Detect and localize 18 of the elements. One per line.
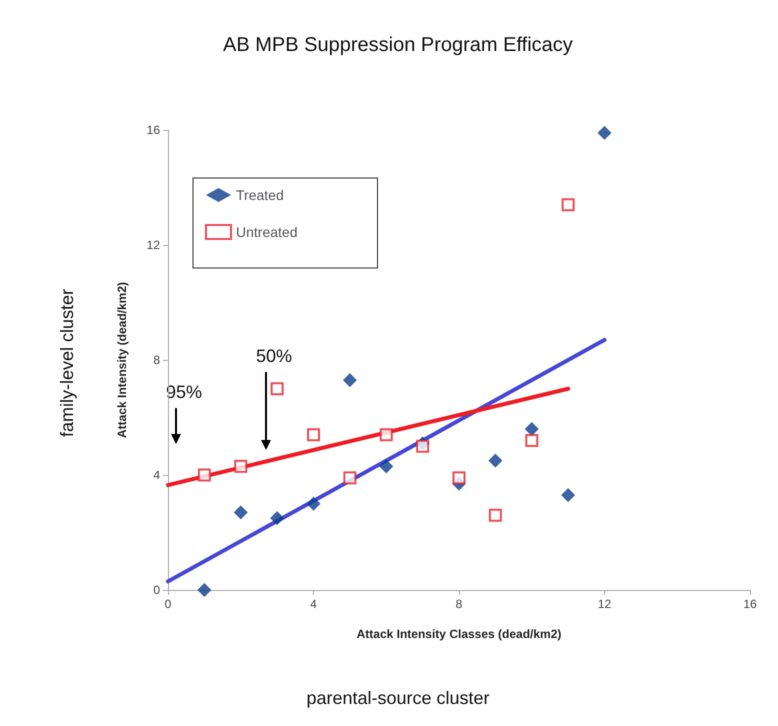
- x-tick-label: 4: [310, 597, 318, 611]
- x-axis-title: Attack Intensity Classes (dead/km2): [356, 627, 562, 641]
- legend-label: Untreated: [236, 224, 298, 240]
- x-tick-label: 0: [164, 597, 172, 611]
- x-tick-label: 12: [598, 597, 612, 611]
- chart-title: AB MPB Suppression Program Efficacy: [223, 34, 573, 56]
- y-tick-label: 16: [146, 123, 160, 137]
- y-tick-label: 8: [153, 353, 160, 367]
- y-tick-label: 0: [153, 583, 160, 597]
- y-axis-title: Attack Intensity (dead/km2): [115, 282, 129, 438]
- x-tick-label: 16: [743, 597, 757, 611]
- annotation: 50%: [256, 346, 292, 366]
- x-tick-label: 8: [456, 597, 463, 611]
- text: parental-source cluster: [306, 688, 490, 708]
- text: family-level cluster: [57, 288, 77, 438]
- legend-label: Treated: [236, 187, 284, 203]
- y-tick-label: 12: [146, 238, 160, 252]
- y-tick-label: 4: [153, 468, 160, 482]
